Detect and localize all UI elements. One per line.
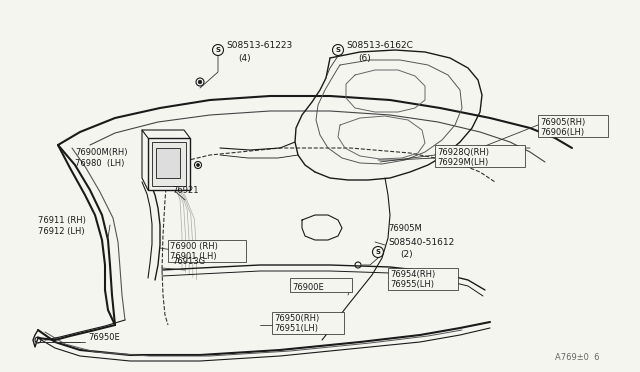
Text: S: S (376, 249, 381, 255)
Text: 76928Q(RH): 76928Q(RH) (437, 148, 489, 157)
Circle shape (198, 80, 202, 84)
Text: 76950E: 76950E (88, 334, 120, 343)
FancyBboxPatch shape (388, 268, 458, 290)
Text: 76980  (LH): 76980 (LH) (75, 158, 124, 167)
Text: 76905M: 76905M (388, 224, 422, 232)
Text: 76900 (RH): 76900 (RH) (170, 243, 218, 251)
Text: 76906(LH): 76906(LH) (540, 128, 584, 137)
Text: 76900E: 76900E (292, 282, 324, 292)
FancyBboxPatch shape (168, 240, 246, 262)
Text: 76912 (LH): 76912 (LH) (38, 227, 84, 235)
Text: S08513-6162C: S08513-6162C (346, 41, 413, 49)
Text: 76954(RH): 76954(RH) (390, 270, 435, 279)
FancyBboxPatch shape (272, 312, 344, 334)
Text: 76905(RH): 76905(RH) (540, 118, 585, 126)
Text: S: S (335, 47, 340, 53)
Text: 76951(LH): 76951(LH) (274, 324, 318, 334)
Text: S08540-51612: S08540-51612 (388, 237, 454, 247)
Text: A769±0  6: A769±0 6 (555, 353, 600, 362)
Text: S08513-61223: S08513-61223 (226, 41, 292, 49)
Text: 76911 (RH): 76911 (RH) (38, 215, 86, 224)
FancyBboxPatch shape (148, 138, 190, 190)
FancyBboxPatch shape (156, 148, 180, 178)
FancyBboxPatch shape (152, 142, 186, 186)
Text: 76913G: 76913G (172, 257, 205, 266)
FancyBboxPatch shape (538, 115, 608, 137)
Text: (4): (4) (238, 54, 251, 62)
Text: 76950(RH): 76950(RH) (274, 314, 319, 324)
Text: (6): (6) (358, 54, 371, 62)
Text: 76921: 76921 (172, 186, 198, 195)
Text: (2): (2) (400, 250, 413, 260)
Text: 76929M(LH): 76929M(LH) (437, 157, 488, 167)
Text: 76955(LH): 76955(LH) (390, 280, 434, 289)
Circle shape (196, 164, 200, 167)
FancyBboxPatch shape (290, 278, 352, 292)
Text: 76900M(RH): 76900M(RH) (75, 148, 127, 157)
FancyBboxPatch shape (435, 145, 525, 167)
Text: S: S (216, 47, 221, 53)
Text: 76901 (LH): 76901 (LH) (170, 253, 216, 262)
